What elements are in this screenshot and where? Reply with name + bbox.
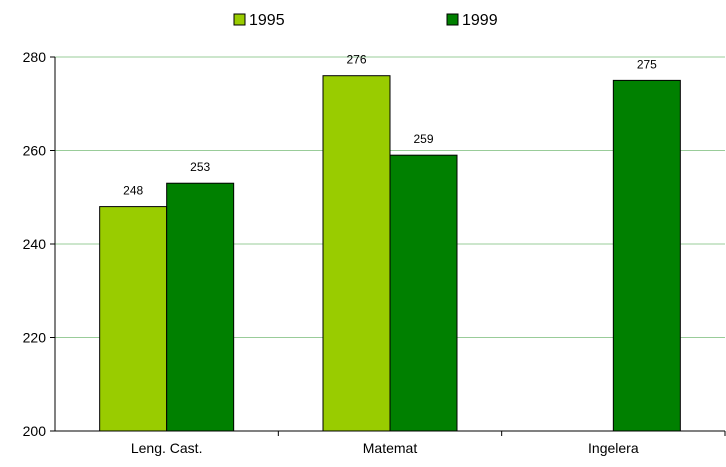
y-axis-ticks: 200 220 240 260 280 [23,49,55,439]
legend-label: 1999 [462,12,498,29]
bar-1995-1 [322,75,391,432]
bar-1999-2 [612,79,681,432]
y-tick-label: 240 [23,236,47,252]
y-tick-label: 220 [23,330,47,346]
y-tick-label: 280 [23,49,47,65]
x-tick-label: Matemat [363,440,418,456]
data-label: 248 [123,184,143,198]
data-label: 275 [637,57,657,71]
x-tick-label: Leng. Cast. [131,440,203,456]
y-tick-label: 200 [23,423,47,439]
bars [99,75,681,432]
legend-label: 1995 [249,12,285,29]
bar-1995-0 [99,206,168,432]
bar-1999-0 [166,182,235,432]
data-label: 253 [190,160,210,174]
legend-swatch-1999 [446,13,459,26]
legend-swatch-1995 [233,13,246,26]
x-axis-ticks: Leng. Cast. Matemat Ingelera [131,431,726,456]
legend: 1995 1999 [233,12,498,29]
y-tick-label: 260 [23,143,47,159]
bar-1999-1 [389,154,458,432]
x-tick-label: Ingelera [588,440,639,456]
data-labels: 248 253 276 259 275 [123,53,657,198]
data-label: 259 [413,132,433,146]
data-label: 276 [346,53,366,67]
